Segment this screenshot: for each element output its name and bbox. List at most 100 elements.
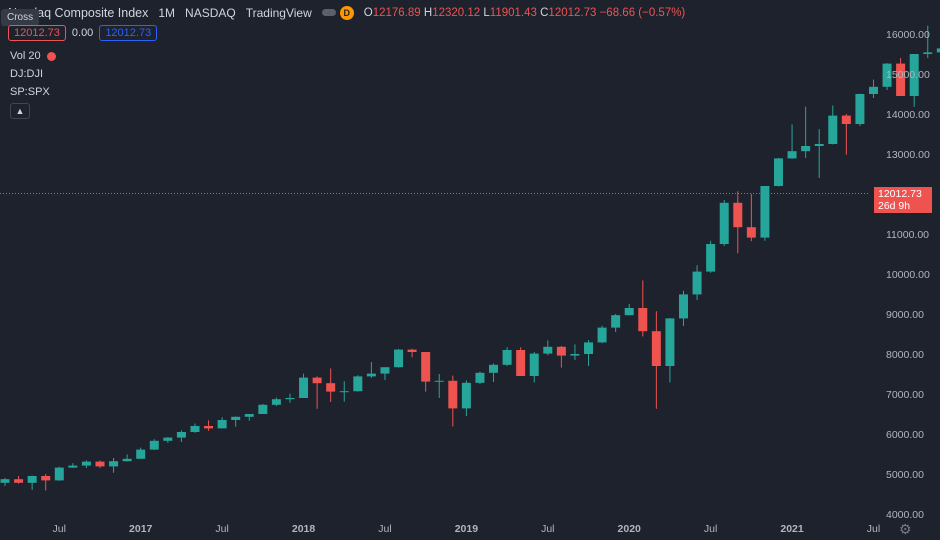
time-tick-label: 2020 <box>618 523 642 535</box>
change-value: −68.66 (−0.57%) <box>599 6 686 19</box>
price-tick-label: 13000.00 <box>886 149 930 161</box>
market-status[interactable]: D <box>321 5 354 20</box>
candle-body <box>41 476 51 481</box>
candle-body <box>95 461 105 467</box>
candle <box>936 48 940 53</box>
candle <box>122 454 132 462</box>
candle-body <box>692 271 702 295</box>
last-price-tag: 12012.73 26d 9h <box>874 187 932 213</box>
candle-body <box>516 350 526 376</box>
candle-body <box>163 437 173 441</box>
candle-body <box>312 377 322 384</box>
open-value: 12176.89 <box>372 6 421 19</box>
price-input-blue[interactable]: 12012.73 <box>99 25 158 41</box>
candle <box>665 318 675 383</box>
candle-body <box>434 380 444 382</box>
candle <box>244 414 254 421</box>
candle <box>312 376 322 409</box>
candle-body <box>285 398 295 400</box>
candles-layer <box>0 25 940 491</box>
candle <box>353 375 363 392</box>
candle <box>190 423 200 433</box>
candle <box>81 460 91 468</box>
candle <box>339 381 349 402</box>
candle-body <box>339 391 349 393</box>
candle-body <box>584 342 594 354</box>
candle-body <box>136 449 146 459</box>
price-input-red[interactable]: 12012.73 <box>8 25 66 41</box>
candle <box>516 347 526 376</box>
candle <box>461 380 471 416</box>
candle <box>543 340 553 356</box>
chart-legend: Nasdaq Composite Index 1M NASDAQ Trading… <box>8 5 685 20</box>
candle-body <box>814 144 824 146</box>
candle-body <box>801 146 811 152</box>
candle <box>597 325 607 344</box>
candle-body <box>109 461 119 467</box>
candle-body <box>54 467 64 481</box>
candle <box>41 474 51 491</box>
candle-body <box>706 244 716 272</box>
candle-body <box>936 48 940 53</box>
time-tick-label: 2021 <box>780 523 804 535</box>
high-value: 12320.12 <box>432 6 481 19</box>
indicator-dji[interactable]: DJ:DJI <box>10 68 43 80</box>
candle <box>651 311 661 409</box>
toggle-icon <box>321 9 336 17</box>
time-tick-label: Jul <box>378 523 391 535</box>
candle <box>801 106 811 158</box>
candle-body <box>380 367 390 374</box>
candle <box>149 439 159 450</box>
price-tick-label: 15000.00 <box>886 69 930 81</box>
candle <box>868 79 878 98</box>
time-tick-label: Jul <box>53 523 66 535</box>
candle <box>217 417 227 429</box>
candle-body <box>366 373 376 377</box>
candle-body <box>326 383 336 392</box>
time-axis[interactable]: Jul2017Jul2018Jul2019Jul2020Jul2021Jul20… <box>53 523 940 535</box>
candle <box>529 352 539 383</box>
price-tick-label: 14000.00 <box>886 109 930 121</box>
time-tick-label: Jul <box>867 523 880 535</box>
candle <box>95 460 105 468</box>
chevron-up-icon[interactable]: ▲ <box>10 103 30 119</box>
low-value: 11901.43 <box>489 6 537 19</box>
candle <box>231 416 241 427</box>
indicator-volume[interactable]: Vol 20 <box>10 50 56 62</box>
candle <box>68 463 78 468</box>
candle <box>109 458 119 473</box>
candle-body <box>543 346 553 354</box>
price-tick-label: 4000.00 <box>886 509 924 521</box>
candle <box>434 374 444 398</box>
candle <box>204 420 214 431</box>
indicator-spx[interactable]: SP:SPX <box>10 86 50 98</box>
candle <box>746 194 756 242</box>
price-tick-label: 8000.00 <box>886 349 924 361</box>
candle-body <box>502 350 512 365</box>
candle-body <box>176 432 186 438</box>
candle <box>326 368 336 402</box>
candle-body <box>773 158 783 186</box>
candle-body <box>407 349 417 352</box>
candle <box>176 430 186 442</box>
candle-body <box>679 294 688 319</box>
candle <box>719 200 729 246</box>
candle-body <box>421 352 431 382</box>
candle <box>285 393 295 403</box>
candle-body <box>638 308 648 332</box>
candle <box>624 304 634 316</box>
price-tick-label: 10000.00 <box>886 269 930 281</box>
candle-body <box>81 461 91 466</box>
time-tick-label: Jul <box>215 523 228 535</box>
price-tick-label: 6000.00 <box>886 429 924 441</box>
ohlc-values: O12176.89 H12320.12 L11901.43 C12012.73 … <box>363 6 686 19</box>
interval-label[interactable]: 1M <box>158 5 176 20</box>
error-icon <box>46 51 56 61</box>
candle-body <box>14 479 24 483</box>
symbol-title[interactable]: Nasdaq Composite Index <box>8 5 149 20</box>
candle <box>611 314 621 332</box>
candle-body <box>868 86 878 94</box>
gear-icon[interactable]: ⚙ <box>899 521 912 537</box>
